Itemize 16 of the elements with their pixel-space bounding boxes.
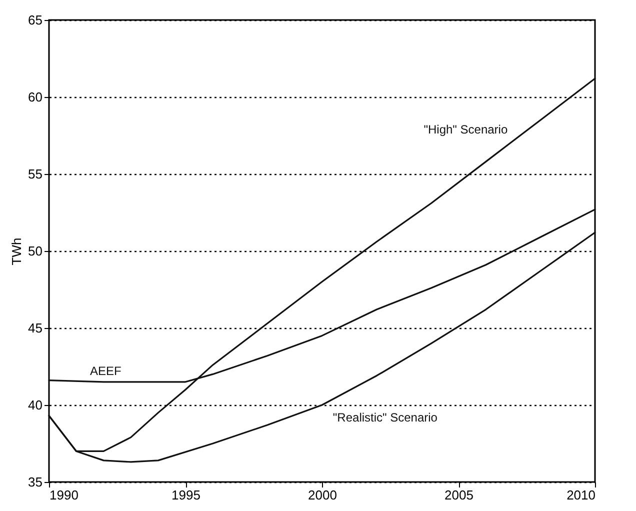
y-tick-label: 55 (28, 166, 42, 182)
x-tick-label: 1990 (50, 488, 78, 502)
series-label: "Realistic" Scenario (332, 410, 438, 424)
x-tick-label: 2010 (566, 488, 596, 502)
y-tick-label: 35 (28, 474, 42, 490)
y-axis-title: TWh (9, 238, 24, 266)
y-tick-label: 45 (28, 320, 42, 336)
y-tick-label: 40 (28, 398, 42, 412)
series-label: AEEF (90, 364, 122, 378)
y-tick-label: 65 (28, 12, 42, 28)
series-label: "High" Scenario (424, 122, 508, 136)
y-tick-label: 60 (28, 90, 42, 104)
y-tick-label: 50 (28, 244, 42, 258)
x-tick-label: 2005 (444, 488, 474, 502)
x-tick-label: 1995 (172, 488, 200, 502)
x-tick-label: 2000 (308, 488, 337, 502)
